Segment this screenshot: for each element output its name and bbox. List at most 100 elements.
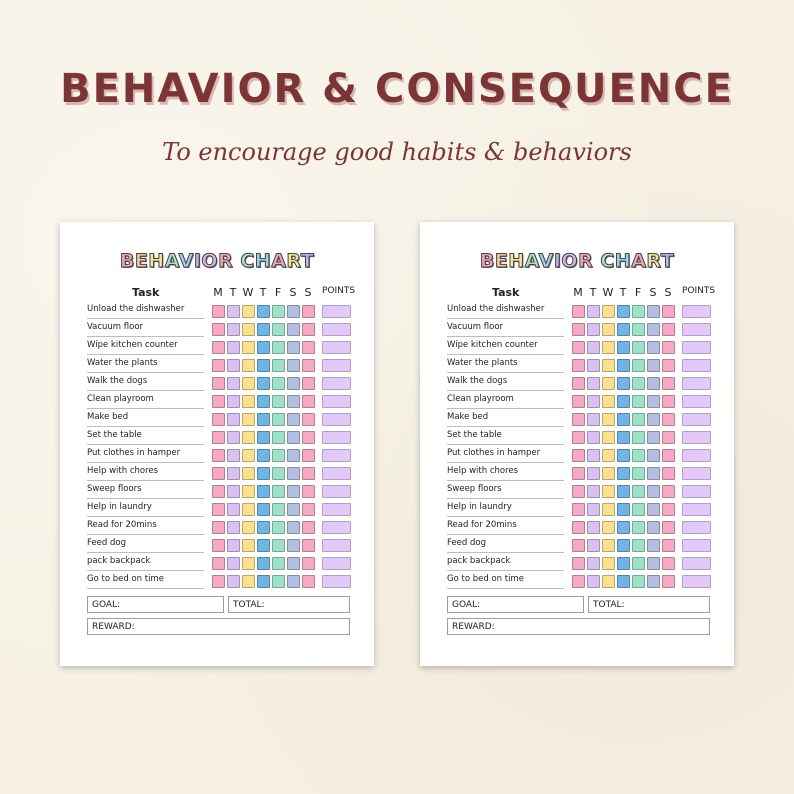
day-checkbox[interactable] [632, 575, 645, 588]
points-box[interactable] [682, 539, 711, 552]
day-checkbox[interactable] [272, 521, 285, 534]
day-checkbox[interactable] [242, 323, 255, 336]
day-checkbox[interactable] [662, 431, 675, 444]
points-box[interactable] [682, 359, 711, 372]
day-checkbox[interactable] [617, 359, 630, 372]
day-checkbox[interactable] [602, 323, 615, 336]
day-checkbox[interactable] [572, 413, 585, 426]
day-checkbox[interactable] [572, 377, 585, 390]
day-checkbox[interactable] [572, 539, 585, 552]
day-checkbox[interactable] [632, 485, 645, 498]
day-checkbox[interactable] [272, 503, 285, 516]
day-checkbox[interactable] [587, 323, 600, 336]
day-checkbox[interactable] [302, 341, 315, 354]
day-checkbox[interactable] [587, 467, 600, 480]
day-checkbox[interactable] [272, 467, 285, 480]
points-box[interactable] [322, 305, 351, 318]
day-checkbox[interactable] [227, 467, 240, 480]
day-checkbox[interactable] [662, 467, 675, 480]
day-checkbox[interactable] [617, 341, 630, 354]
day-checkbox[interactable] [212, 503, 225, 516]
day-checkbox[interactable] [212, 323, 225, 336]
day-checkbox[interactable] [257, 395, 270, 408]
points-box[interactable] [682, 485, 711, 498]
day-checkbox[interactable] [617, 503, 630, 516]
day-checkbox[interactable] [632, 557, 645, 570]
day-checkbox[interactable] [227, 539, 240, 552]
day-checkbox[interactable] [242, 539, 255, 552]
day-checkbox[interactable] [287, 503, 300, 516]
day-checkbox[interactable] [302, 467, 315, 480]
day-checkbox[interactable] [212, 431, 225, 444]
points-box[interactable] [322, 323, 351, 336]
day-checkbox[interactable] [647, 521, 660, 534]
day-checkbox[interactable] [647, 359, 660, 372]
day-checkbox[interactable] [602, 503, 615, 516]
points-box[interactable] [682, 341, 711, 354]
day-checkbox[interactable] [257, 377, 270, 390]
day-checkbox[interactable] [632, 341, 645, 354]
day-checkbox[interactable] [227, 305, 240, 318]
day-checkbox[interactable] [287, 557, 300, 570]
day-checkbox[interactable] [617, 449, 630, 462]
day-checkbox[interactable] [257, 305, 270, 318]
day-checkbox[interactable] [212, 575, 225, 588]
day-checkbox[interactable] [287, 521, 300, 534]
day-checkbox[interactable] [647, 395, 660, 408]
day-checkbox[interactable] [602, 431, 615, 444]
points-box[interactable] [322, 395, 351, 408]
day-checkbox[interactable] [257, 521, 270, 534]
day-checkbox[interactable] [572, 467, 585, 480]
day-checkbox[interactable] [662, 323, 675, 336]
points-box[interactable] [322, 341, 351, 354]
day-checkbox[interactable] [257, 557, 270, 570]
reward-field[interactable]: REWARD: [447, 618, 710, 635]
day-checkbox[interactable] [617, 539, 630, 552]
day-checkbox[interactable] [302, 323, 315, 336]
day-checkbox[interactable] [587, 503, 600, 516]
day-checkbox[interactable] [227, 323, 240, 336]
day-checkbox[interactable] [212, 485, 225, 498]
day-checkbox[interactable] [572, 323, 585, 336]
day-checkbox[interactable] [602, 521, 615, 534]
points-box[interactable] [682, 503, 711, 516]
day-checkbox[interactable] [662, 521, 675, 534]
day-checkbox[interactable] [617, 323, 630, 336]
points-box[interactable] [682, 521, 711, 534]
points-box[interactable] [322, 503, 351, 516]
points-box[interactable] [322, 575, 351, 588]
day-checkbox[interactable] [647, 575, 660, 588]
day-checkbox[interactable] [302, 539, 315, 552]
points-box[interactable] [322, 377, 351, 390]
day-checkbox[interactable] [272, 341, 285, 354]
day-checkbox[interactable] [632, 449, 645, 462]
day-checkbox[interactable] [662, 539, 675, 552]
day-checkbox[interactable] [602, 341, 615, 354]
day-checkbox[interactable] [287, 575, 300, 588]
day-checkbox[interactable] [287, 395, 300, 408]
day-checkbox[interactable] [647, 485, 660, 498]
day-checkbox[interactable] [662, 395, 675, 408]
day-checkbox[interactable] [257, 323, 270, 336]
day-checkbox[interactable] [647, 503, 660, 516]
day-checkbox[interactable] [617, 557, 630, 570]
day-checkbox[interactable] [572, 395, 585, 408]
day-checkbox[interactable] [212, 341, 225, 354]
day-checkbox[interactable] [662, 485, 675, 498]
day-checkbox[interactable] [257, 503, 270, 516]
points-box[interactable] [682, 467, 711, 480]
day-checkbox[interactable] [602, 413, 615, 426]
day-checkbox[interactable] [272, 305, 285, 318]
day-checkbox[interactable] [602, 557, 615, 570]
day-checkbox[interactable] [662, 305, 675, 318]
day-checkbox[interactable] [662, 449, 675, 462]
day-checkbox[interactable] [257, 341, 270, 354]
day-checkbox[interactable] [662, 341, 675, 354]
day-checkbox[interactable] [617, 305, 630, 318]
points-box[interactable] [682, 395, 711, 408]
day-checkbox[interactable] [242, 377, 255, 390]
day-checkbox[interactable] [272, 395, 285, 408]
day-checkbox[interactable] [287, 341, 300, 354]
day-checkbox[interactable] [632, 359, 645, 372]
day-checkbox[interactable] [257, 413, 270, 426]
